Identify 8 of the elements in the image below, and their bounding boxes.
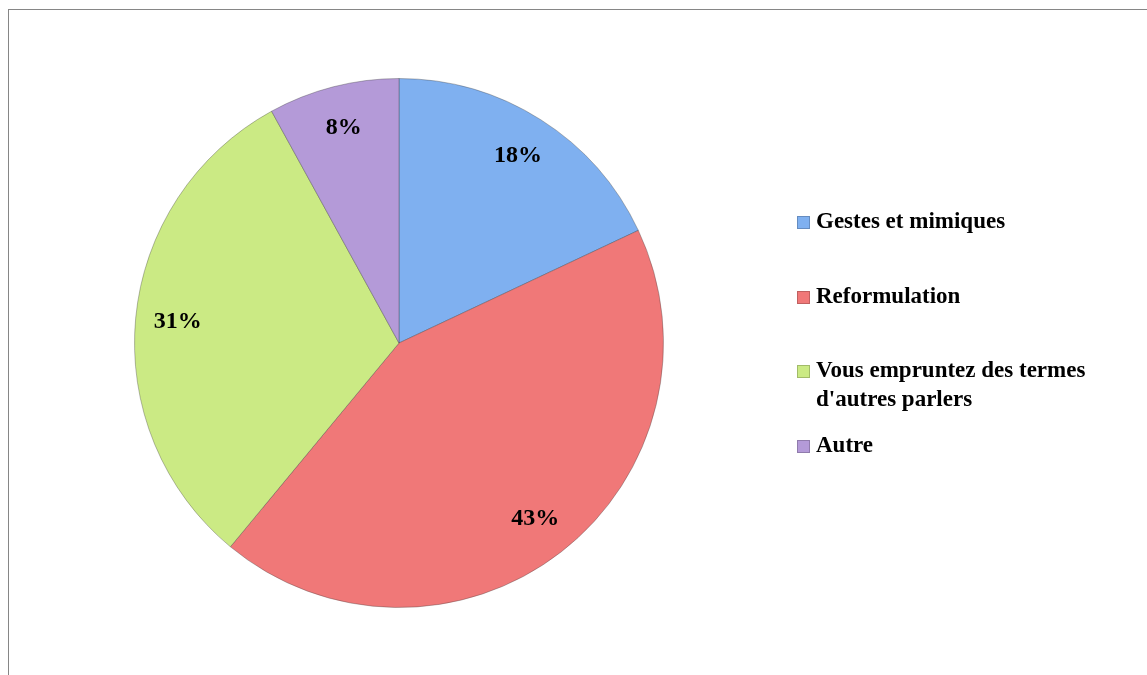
legend-label: Vous empruntez des termes d'autres parlers bbox=[816, 356, 1087, 413]
legend-label: Gestes et mimiques bbox=[816, 207, 1007, 235]
legend-label: Autre bbox=[816, 430, 875, 459]
data-label: 18% bbox=[494, 140, 543, 167]
data-label: 43% bbox=[511, 503, 560, 530]
legend-label: Reformulation bbox=[816, 281, 962, 310]
data-label: 8% bbox=[325, 113, 362, 139]
data-label: 31% bbox=[153, 307, 202, 334]
